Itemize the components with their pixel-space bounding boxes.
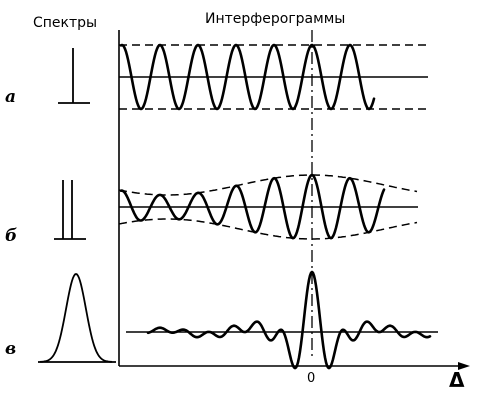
row-label-a: а xyxy=(5,87,16,107)
delta-axis-arrow-icon xyxy=(458,362,470,370)
envelope-upper-b xyxy=(118,174,418,196)
spectrum-single-line xyxy=(58,48,90,104)
interferograms-header: Интерферограммы xyxy=(205,11,345,27)
zero-tick-label: 0 xyxy=(307,371,315,386)
spectra-header: Спектры xyxy=(33,15,97,31)
row-label-v: в xyxy=(5,339,16,359)
interferogram-a xyxy=(119,43,428,111)
row-label-b: б xyxy=(5,226,17,246)
interferogram-b xyxy=(118,173,418,240)
interferogram-v xyxy=(126,270,438,370)
delta-axis-label: Δ xyxy=(449,368,465,392)
spectrum-double-line xyxy=(54,180,86,240)
spectrum-bell-shaped xyxy=(38,273,116,363)
